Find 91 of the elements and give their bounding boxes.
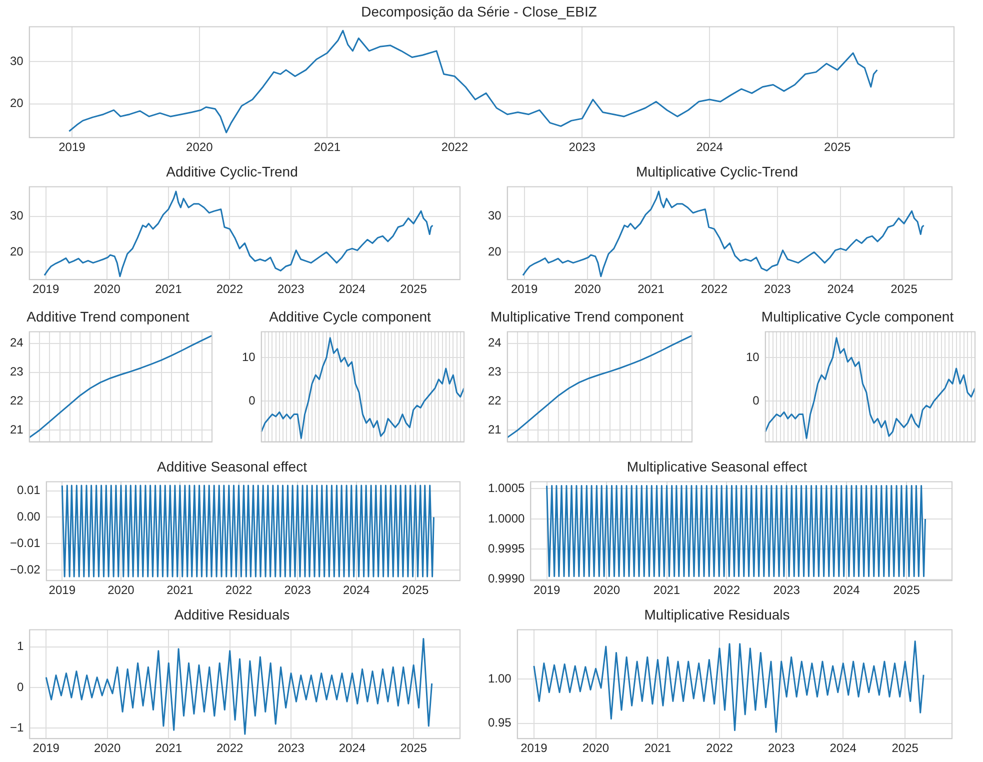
- x-tick-label: 2022: [216, 741, 244, 756]
- x-tick-label: 2020: [186, 140, 214, 154]
- y-tick-label: 1.0005: [488, 481, 526, 496]
- chart-title: Additive Seasonal effect: [157, 458, 308, 474]
- x-tick-label: 2022: [225, 583, 252, 598]
- y-tick-label: 30: [10, 54, 24, 68]
- y-tick-label: 10: [746, 350, 760, 364]
- y-tick-label: 1.00: [488, 671, 512, 686]
- y-tick-label: 0: [248, 394, 256, 408]
- x-tick-label: 2023: [768, 741, 795, 756]
- x-tick-label: 2023: [568, 140, 596, 154]
- x-tick-label: 2023: [773, 583, 800, 598]
- x-tick-label: 2024: [343, 583, 370, 598]
- y-tick-label: 0.9990: [488, 572, 526, 586]
- x-tick-label: 2019: [32, 282, 60, 296]
- chart-title: Multiplicative Residuals: [644, 606, 790, 622]
- y-tick-label: 21: [10, 422, 24, 437]
- chart-title: Additive Cycle component: [269, 308, 432, 324]
- x-tick-label: 2021: [166, 583, 194, 598]
- y-tick-label: 0: [752, 394, 760, 408]
- x-tick-label: 2023: [278, 741, 305, 756]
- chart-title: Multiplicative Cyclic-Trend: [636, 163, 798, 180]
- x-tick-label: 2023: [764, 282, 792, 296]
- x-tick-label: 2022: [706, 741, 734, 756]
- y-tick-label: 0.00: [17, 510, 41, 524]
- x-tick-label: 2020: [108, 583, 135, 598]
- y-tick-label: 0: [16, 680, 24, 694]
- x-tick-label: 2023: [278, 282, 305, 296]
- x-tick-label: 2020: [94, 741, 121, 756]
- x-tick-label: 2024: [338, 282, 366, 296]
- x-tick-label: 2019: [510, 282, 538, 296]
- y-tick-label: 23: [10, 364, 24, 379]
- y-tick-label: 20: [10, 244, 24, 258]
- x-tick-label: 2024: [696, 140, 724, 154]
- x-tick-label: 2025: [824, 140, 852, 154]
- chart-title: Additive Cyclic-Trend: [166, 163, 298, 180]
- chart-title: Multiplicative Trend component: [490, 308, 684, 324]
- y-tick-label: 24: [488, 336, 502, 350]
- y-tick-label: 10: [242, 350, 256, 364]
- x-tick-label: 2025: [893, 583, 920, 598]
- y-tick-label: 1.0000: [488, 511, 526, 526]
- x-tick-label: 2020: [94, 282, 121, 296]
- y-tick-label: 20: [488, 244, 502, 258]
- x-tick-label: 2019: [32, 741, 60, 756]
- x-tick-label: 2025: [402, 583, 430, 598]
- y-tick-label: 24: [10, 336, 24, 350]
- y-tick-label: 1: [16, 639, 24, 654]
- chart-title: Decomposição da Série - Close_EBIZ: [361, 3, 598, 20]
- y-tick-label: −0.01: [10, 536, 41, 550]
- y-tick-label: 30: [10, 208, 24, 223]
- x-tick-label: 2022: [713, 583, 740, 598]
- x-tick-label: 2019: [533, 583, 560, 598]
- y-tick-label: 23: [488, 364, 502, 379]
- x-tick-label: 2024: [827, 282, 854, 296]
- chart-title: Additive Trend component: [26, 308, 190, 324]
- x-tick-label: 2019: [48, 583, 76, 598]
- x-tick-label: 2021: [638, 282, 665, 296]
- y-tick-label: 22: [488, 394, 502, 408]
- x-tick-label: 2024: [830, 741, 857, 756]
- y-tick-label: 30: [488, 208, 502, 223]
- y-tick-label: −1: [10, 720, 24, 734]
- x-tick-label: 2024: [338, 741, 366, 756]
- x-tick-label: 2021: [314, 140, 341, 154]
- y-tick-label: 0.01: [17, 483, 41, 498]
- chart-title: Additive Residuals: [174, 606, 290, 622]
- x-tick-label: 2025: [400, 741, 428, 756]
- x-tick-label: 2019: [58, 140, 86, 154]
- x-tick-label: 2021: [155, 282, 182, 296]
- y-tick-label: 22: [10, 394, 24, 408]
- x-tick-label: 2023: [284, 583, 312, 598]
- x-tick-label: 2025: [400, 282, 428, 296]
- x-tick-label: 2024: [833, 583, 860, 598]
- x-tick-label: 2021: [644, 741, 672, 756]
- x-tick-label: 2021: [155, 741, 182, 756]
- x-tick-label: 2021: [653, 583, 680, 598]
- x-tick-label: 2020: [582, 741, 610, 756]
- x-tick-label: 2020: [593, 583, 620, 598]
- x-tick-label: 2025: [890, 282, 918, 296]
- y-tick-label: 20: [10, 96, 24, 110]
- y-tick-label: 0.9995: [488, 541, 526, 556]
- y-tick-label: 21: [488, 422, 502, 437]
- chart-title: Multiplicative Seasonal effect: [626, 458, 808, 474]
- x-tick-label: 2020: [574, 282, 602, 296]
- x-tick-label: 2022: [441, 140, 468, 154]
- x-tick-label: 2025: [892, 741, 919, 756]
- x-tick-label: 2022: [700, 282, 728, 296]
- y-tick-label: −0.02: [10, 562, 41, 576]
- chart-title: Multiplicative Cycle component: [761, 308, 954, 324]
- x-tick-label: 2022: [216, 282, 244, 296]
- x-tick-label: 2019: [520, 741, 548, 756]
- y-tick-label: 0.95: [488, 716, 512, 730]
